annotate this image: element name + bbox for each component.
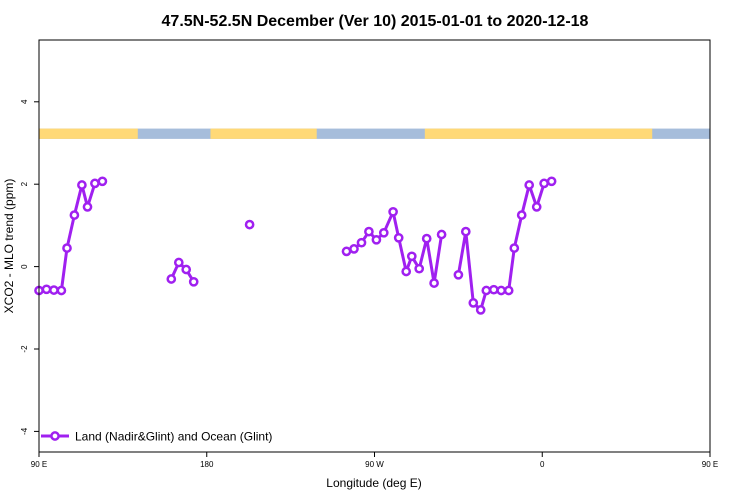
series-lines [38,179,553,312]
data-point [244,219,255,230]
y-tick-label: 2 [20,181,29,186]
data-point [460,226,471,237]
data-point [341,246,352,257]
y-axis-label: XCO2 - MLO trend (ppm) [2,179,16,314]
legend: Land (Nadir&Glint) and Ocean (Glint) [41,430,272,444]
data-point [503,285,514,296]
data-point [468,298,479,308]
data-point [388,206,398,217]
series-line [169,261,195,283]
data-point [378,227,389,238]
data-point [488,284,499,295]
data-point [406,251,417,262]
legend-label: Land (Nadir&Glint) and Ocean (Glint) [75,430,272,444]
x-axis-label: Longitude (deg E) [326,476,421,490]
land-band [210,128,317,139]
data-point [69,210,80,220]
y-axis: -4 -2 0 2 4 [20,99,39,435]
x-tick-label: 90 E [702,460,718,469]
y-tick-label: 0 [20,264,29,269]
data-point [421,233,432,244]
land-band [424,128,653,139]
data-point [481,285,492,296]
data-point [188,276,199,287]
data-point [414,263,425,274]
data-point [49,285,59,295]
data-point [181,264,192,275]
data-point [436,229,447,240]
legend-marker-swatch [50,431,60,441]
data-point [401,266,412,277]
x-axis: 90 E 180 90 W 0 90 E [31,452,718,469]
series-points [34,176,557,315]
data-point [546,176,557,187]
ocean-band [39,128,710,139]
x-tick-label: 90 E [31,460,47,469]
data-point [516,210,527,220]
x-tick-label: 180 [200,460,214,469]
data-point [41,284,52,295]
x-tick-label: 90 W [365,460,384,469]
y-tick-label: -2 [20,345,29,353]
data-point [56,285,67,296]
surface-band [39,128,710,139]
data-point [393,232,404,243]
series-line [38,179,103,292]
data-point [356,237,367,248]
chart-title: 47.5N-52.5N December (Ver 10) 2015-01-01… [162,13,589,30]
data-point [166,274,177,284]
data-point [496,285,507,296]
data-point [82,202,93,212]
data-point [531,202,542,212]
land-band [39,128,138,139]
data-point [173,257,184,268]
plot-frame [38,39,711,453]
data-point [364,226,374,237]
data-point [475,305,486,315]
data-point [509,243,520,253]
data-point [524,180,535,190]
data-point [97,176,108,187]
y-tick-label: 4 [20,99,29,104]
data-point [539,178,549,189]
data-point [429,278,439,288]
data-point [453,269,464,280]
y-tick-label: -4 [20,427,29,435]
data-point [90,178,100,189]
data-point [77,180,87,190]
data-point [349,244,359,254]
x-tick-label: 0 [540,460,545,469]
data-point [62,243,72,253]
data-point [371,234,382,245]
